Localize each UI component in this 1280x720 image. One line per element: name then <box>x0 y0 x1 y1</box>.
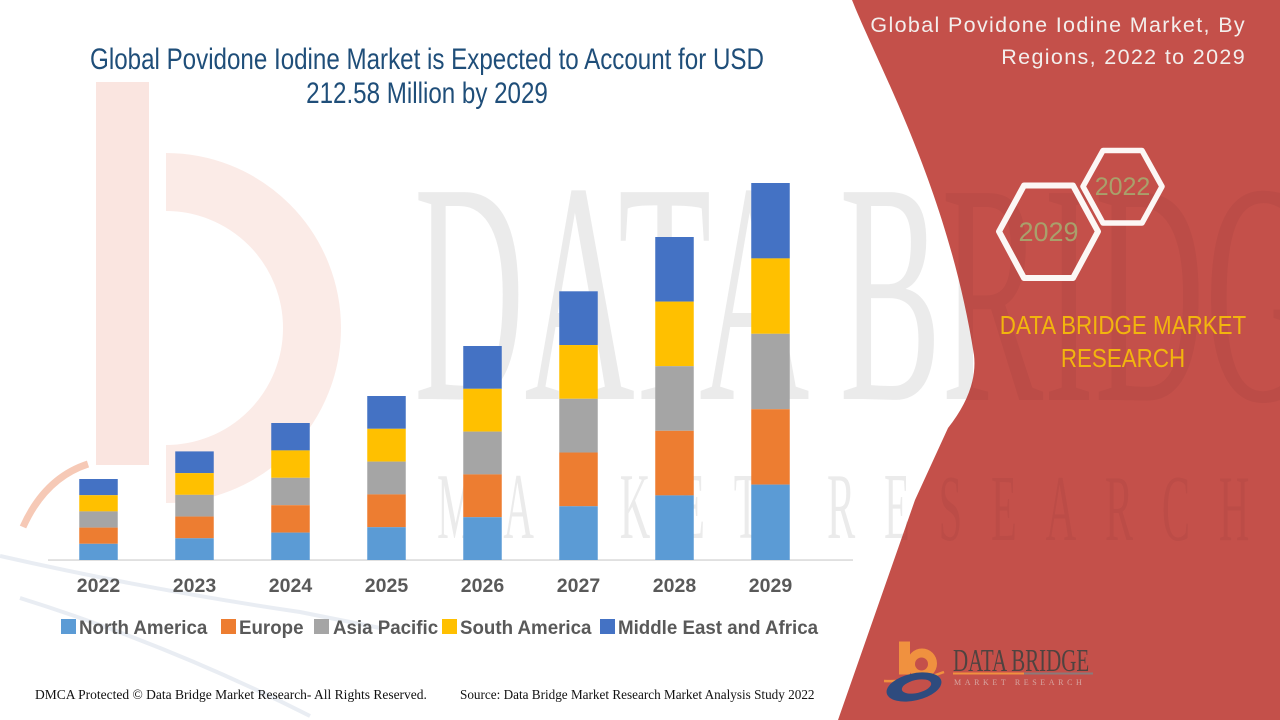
svg-text:2029: 2029 <box>1018 217 1078 247</box>
svg-text:2022: 2022 <box>1095 173 1151 201</box>
svg-text:MARKET RESEARCH: MARKET RESEARCH <box>954 678 1085 687</box>
svg-text:DATA BRIDGE: DATA BRIDGE <box>953 642 1089 677</box>
